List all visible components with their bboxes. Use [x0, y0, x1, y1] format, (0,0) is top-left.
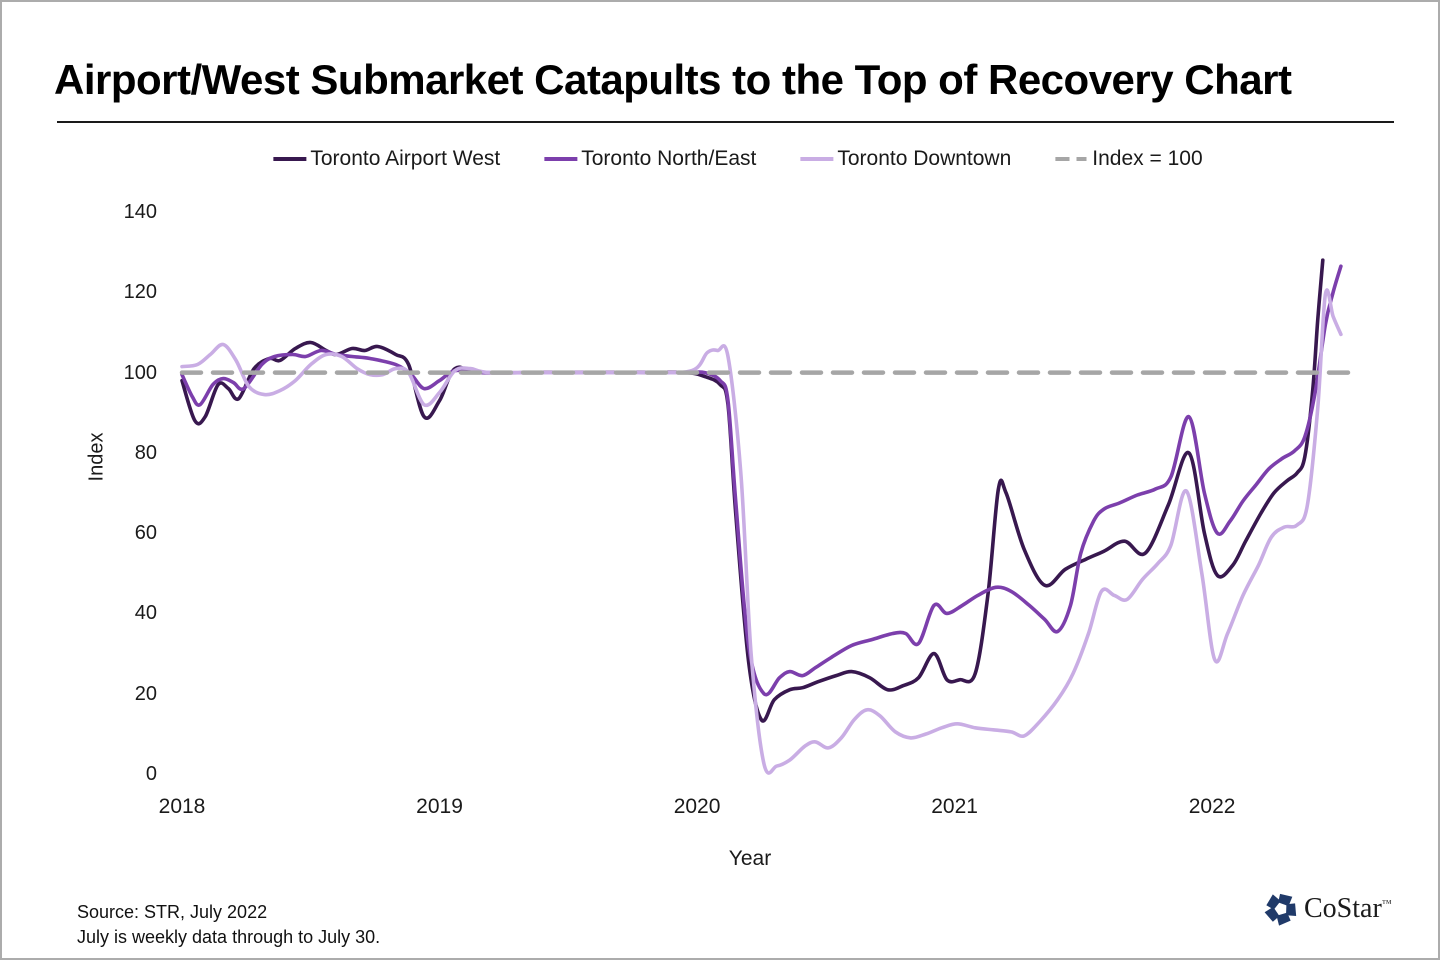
legend-label: Toronto Downtown	[837, 147, 1012, 170]
chart-legend: Toronto Airport West Toronto North/East …	[273, 147, 1203, 171]
title-underline	[57, 121, 1394, 123]
trademark-symbol: ™	[1381, 898, 1392, 910]
y-tick-label: 100	[123, 361, 157, 384]
y-tick-label: 120	[123, 281, 157, 304]
y-tick-label: 40	[134, 602, 157, 625]
legend-label: Toronto North/East	[581, 147, 757, 170]
source-line-1: Source: STR, July 2022	[77, 902, 268, 922]
source-line-2: July is weekly data through to July 30.	[77, 927, 381, 947]
legend-label: Index = 100	[1092, 147, 1203, 170]
y-tick-label: 60	[134, 522, 157, 545]
legend-item-toronto-downtown: Toronto Downtown	[800, 147, 1011, 171]
source-note: Source: STR, July 2022 July is weekly da…	[77, 900, 380, 950]
x-tick-label: 2020	[673, 795, 721, 818]
y-tick-label: 140	[123, 201, 157, 223]
series-line-toronto-north-east	[180, 264, 1343, 697]
series-line-toronto-downtown	[180, 288, 1343, 775]
line-swatch-icon	[544, 157, 578, 161]
legend-item-index-100: Index = 100	[1055, 147, 1203, 171]
legend-label: Toronto Airport West	[310, 147, 501, 170]
line-swatch-icon	[273, 157, 307, 161]
chart-title: Airport/West Submarket Catapults to the …	[54, 56, 1292, 103]
line-chart-plot-area	[179, 258, 1351, 775]
y-tick-label: 0	[145, 763, 157, 785]
x-tick-label: 2018	[158, 795, 206, 818]
line-swatch-icon	[800, 157, 834, 161]
legend-item-toronto-airport-west: Toronto Airport West	[273, 147, 500, 171]
legend-item-toronto-north-east: Toronto North/East	[544, 147, 756, 171]
x-tick-label: 2022	[1188, 795, 1236, 818]
costar-logo: CoStar™	[1264, 892, 1392, 926]
y-tick-label: 20	[134, 682, 157, 705]
dashed-line-swatch-icon	[1055, 157, 1089, 161]
y-tick-label: 80	[134, 441, 157, 464]
costar-logo-icon	[1264, 893, 1297, 926]
x-tick-label: 2021	[931, 795, 978, 818]
x-tick-label: 2019	[416, 795, 463, 818]
x-axis-title: Year	[728, 847, 772, 870]
costar-wordmark: CoStar™	[1304, 893, 1392, 924]
